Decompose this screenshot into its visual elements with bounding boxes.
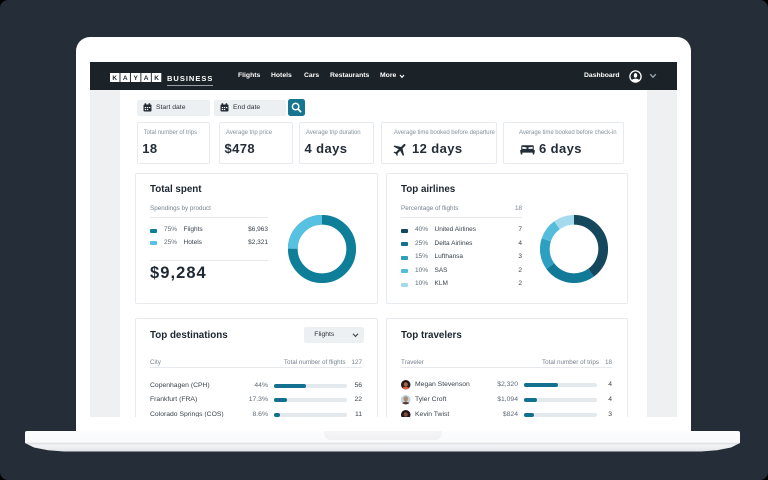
svg-text:K: K bbox=[154, 75, 159, 82]
svg-text:K: K bbox=[112, 75, 117, 82]
svg-text:A: A bbox=[122, 75, 127, 82]
svg-text:A: A bbox=[143, 75, 148, 82]
svg-text:Y: Y bbox=[133, 75, 138, 82]
